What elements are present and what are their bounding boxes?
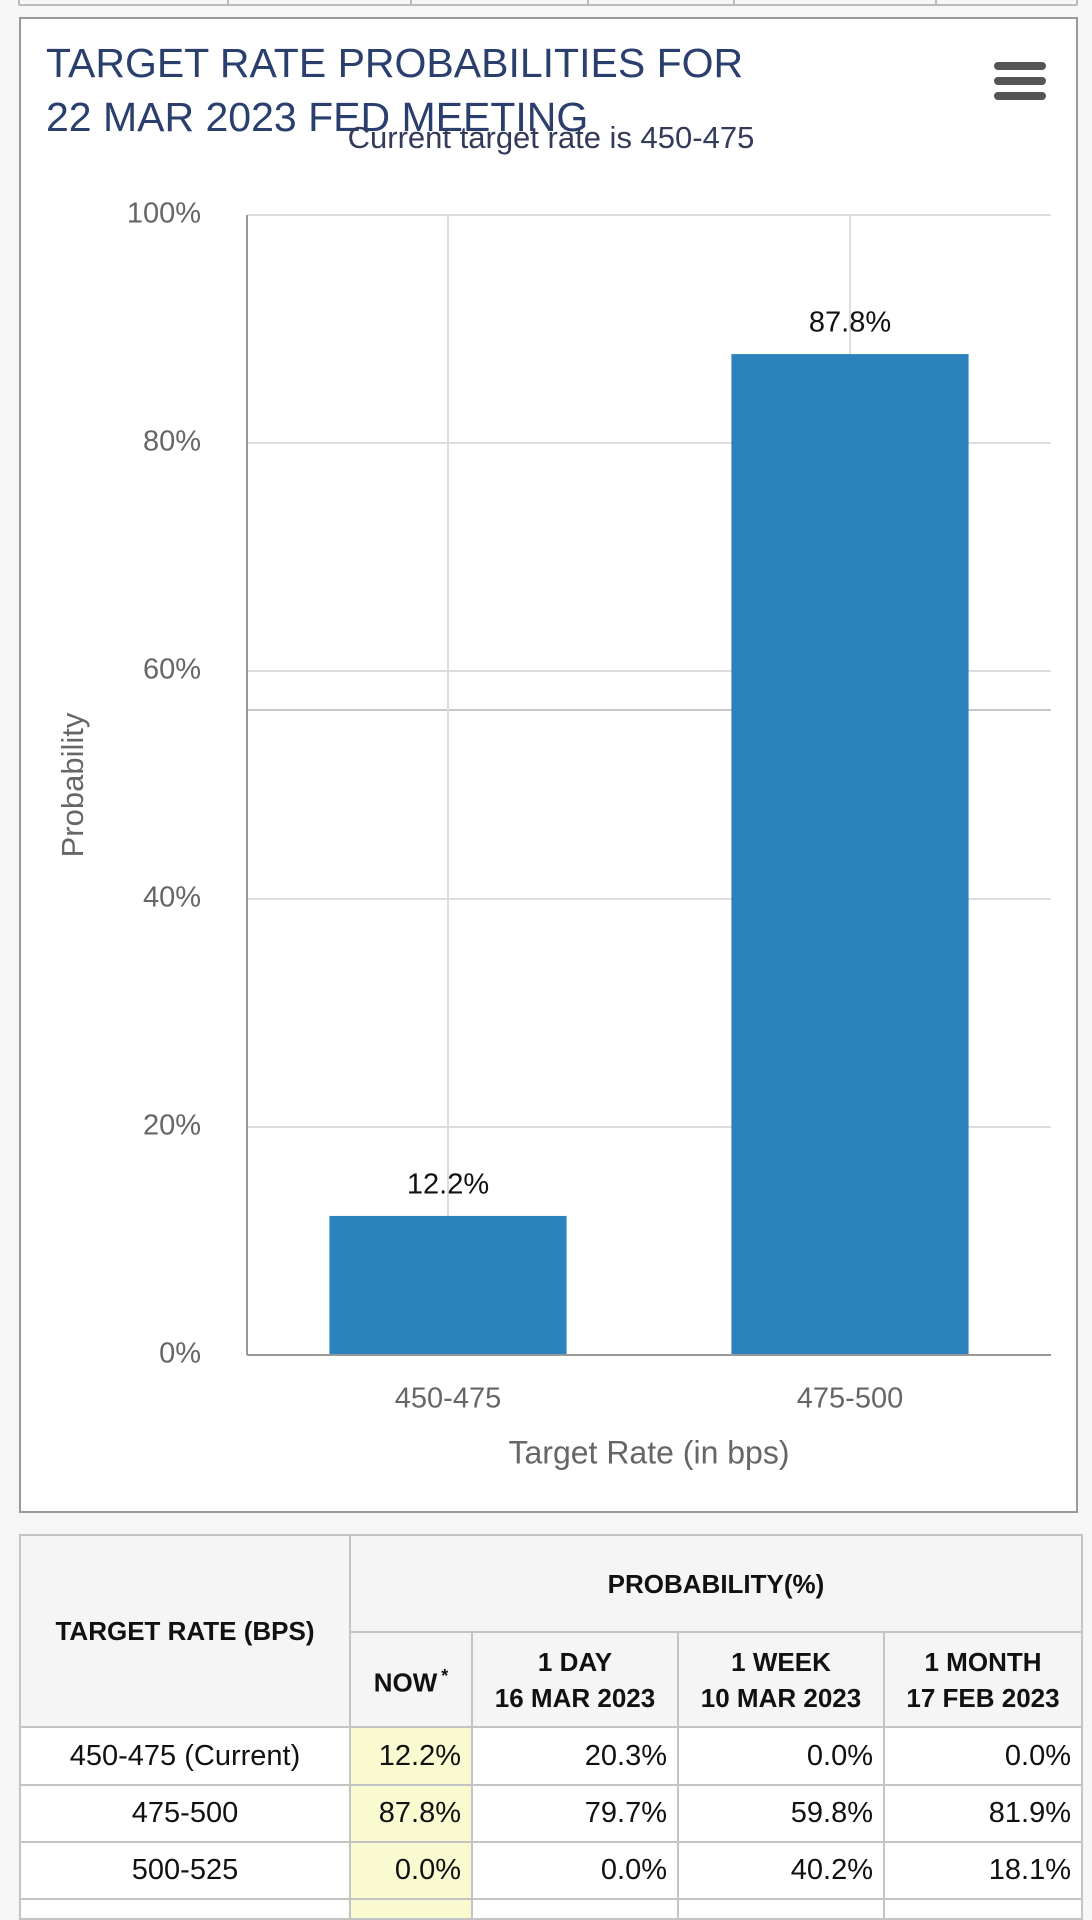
table-cell: 0.0% xyxy=(349,1841,473,1900)
header-row: NOW * 1 DAY 16 MAR 2023 1 WEEK 10 MAR 2023 1 M… xyxy=(20,1631,1083,1728)
top-strip-dividers xyxy=(18,0,1078,5)
table-cell: 12.2% xyxy=(349,1726,473,1786)
probability-table: TARGET RATE (BPS) PROBABILITY(%) NOW * 1 DAY… xyxy=(19,1534,1083,1920)
table-cell: 0.0% xyxy=(883,1726,1083,1786)
y-tick-label: 0% xyxy=(159,1338,201,1370)
table-cell: 40.2% xyxy=(677,1841,885,1900)
header-row: TARGET RATE (BPS) PROBABILITY(%) xyxy=(19,1534,1083,1728)
chart-title: 22 MAR 2023 FED MEETING xyxy=(46,94,588,140)
column-header: NOW * xyxy=(349,1631,473,1728)
y-tick-label: 100% xyxy=(127,198,201,230)
bar xyxy=(731,354,969,1356)
column-label: 1 MONTH xyxy=(924,1646,1042,1677)
table-row xyxy=(19,1898,1083,1920)
table-cell: 18.1% xyxy=(883,1841,1083,1900)
column-label: NOW xyxy=(373,1667,438,1698)
y-tick-label: 80% xyxy=(143,426,201,458)
column-label: 1 DAY xyxy=(537,1646,613,1677)
data-label: 12.2% xyxy=(407,1169,489,1201)
table-cell: 79.7% xyxy=(471,1784,679,1843)
column-date: 17 FEB 2023 xyxy=(906,1682,1060,1713)
table-cell xyxy=(471,1898,679,1920)
table-cell: 87.8% xyxy=(349,1784,473,1843)
table-cell xyxy=(349,1898,473,1920)
bar xyxy=(329,1215,567,1355)
y-axis-label: Probability xyxy=(55,712,90,857)
table-cell: 0.0% xyxy=(471,1841,679,1900)
chart-subtitle: Current target rate is 450-475 xyxy=(348,120,755,155)
y-tick-label: 20% xyxy=(143,1110,201,1142)
table-cell: 0.0% xyxy=(677,1726,885,1786)
menu-button[interactable] xyxy=(994,62,1046,100)
column-note: * xyxy=(441,1666,449,1687)
column-header: 1 MONTH 17 FEB 2023 xyxy=(883,1631,1083,1728)
column-header: 1 DAY 16 MAR 2023 xyxy=(471,1631,679,1728)
table-row: 450-475 (Current) 12.2% 20.3% 0.0% 0.0% xyxy=(19,1726,1083,1786)
column-header: 1 WEEK 10 MAR 2023 xyxy=(677,1631,885,1728)
x-tick-label: 450-475 xyxy=(395,1383,501,1415)
table-cell: 59.8% xyxy=(677,1784,885,1843)
data-label: 87.8% xyxy=(809,307,891,339)
column-date: 16 MAR 2023 xyxy=(494,1682,656,1713)
y-tick-label: 40% xyxy=(143,882,201,914)
chart-title: TARGET RATE PROBABILITIES FOR xyxy=(46,40,743,86)
column-label: 1 WEEK xyxy=(731,1646,831,1677)
table-cell: 20.3% xyxy=(471,1726,679,1786)
table-cell: 475-500 xyxy=(19,1784,351,1843)
chart: TARGET RATE PROBABILITIES FOR 22 MAR 202… xyxy=(18,0,1078,1513)
table-cell xyxy=(677,1898,885,1920)
x-axis-label: Target Rate (in bps) xyxy=(508,1434,789,1470)
table-row: 500-525 0.0% 0.0% 40.2% 18.1% xyxy=(19,1841,1083,1900)
column-date: 10 MAR 2023 xyxy=(700,1682,862,1713)
table-cell: 500-525 xyxy=(19,1841,351,1900)
header-cell: TARGET RATE (BPS) xyxy=(19,1534,351,1728)
x-tick-label: 475-500 xyxy=(797,1383,903,1415)
y-tick-label: 60% xyxy=(143,654,201,686)
table-cell xyxy=(883,1898,1083,1920)
table-row: 475-500 87.8% 79.7% 59.8% 81.9% xyxy=(19,1784,1083,1843)
table-cell: 81.9% xyxy=(883,1784,1083,1843)
header-cell: PROBABILITY(%) xyxy=(349,1534,1083,1633)
table-cell: 450-475 (Current) xyxy=(19,1726,351,1786)
table-cell xyxy=(19,1898,351,1920)
